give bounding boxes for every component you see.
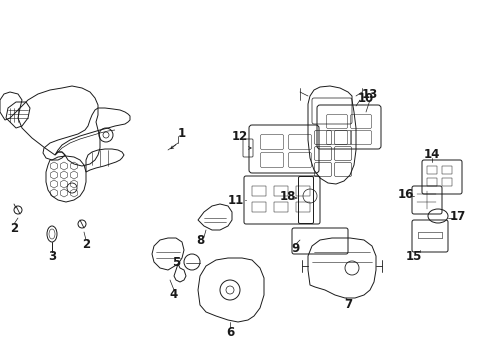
Bar — [441, 178, 451, 186]
Bar — [251, 186, 265, 196]
Text: 12: 12 — [231, 130, 247, 143]
Bar — [441, 166, 451, 174]
Text: 15: 15 — [405, 249, 421, 262]
Text: 3: 3 — [48, 249, 56, 262]
Bar — [273, 186, 287, 196]
Bar — [426, 178, 436, 186]
Text: 2: 2 — [82, 238, 90, 251]
Text: 2: 2 — [10, 221, 18, 234]
Text: 11: 11 — [227, 194, 244, 207]
Bar — [295, 202, 309, 212]
Text: 5: 5 — [171, 256, 180, 270]
Text: 9: 9 — [291, 242, 300, 255]
Text: 4: 4 — [169, 288, 178, 301]
Bar — [273, 202, 287, 212]
Bar — [426, 166, 436, 174]
Bar — [295, 186, 309, 196]
Text: 7: 7 — [343, 297, 351, 310]
Text: 16: 16 — [397, 188, 413, 201]
Text: 14: 14 — [423, 148, 439, 161]
Text: 1: 1 — [178, 126, 185, 140]
Text: 6: 6 — [225, 325, 234, 338]
Text: 13: 13 — [361, 87, 377, 100]
Bar — [251, 202, 265, 212]
Text: 18: 18 — [279, 189, 296, 202]
Text: 8: 8 — [196, 234, 203, 247]
Text: 17: 17 — [449, 210, 465, 222]
Text: 10: 10 — [357, 91, 373, 104]
